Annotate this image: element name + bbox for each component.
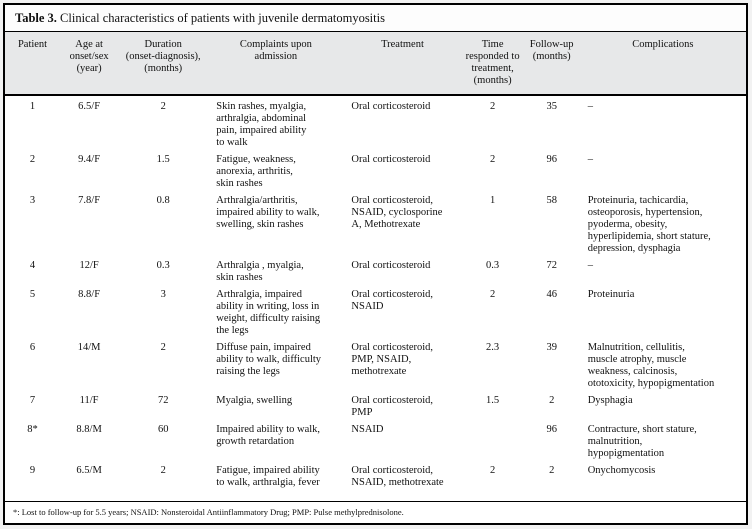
cell-patient: 4 <box>29 260 36 271</box>
table-title: Table 3. Clinical characteristics of pat… <box>5 5 746 32</box>
cell-complaints: Arthralgia , myalgia, skin rashes <box>216 260 304 283</box>
cell-duration: 1.5 <box>156 154 170 165</box>
cell-complications: Onychomycosis <box>587 465 656 476</box>
cell-patient: 9 <box>29 465 36 476</box>
cell-complaints: Arthralgia, impaired ability in writing,… <box>216 289 321 336</box>
cell-patient: 8* <box>27 424 38 435</box>
column-header-followup: Follow-up (months) <box>523 32 580 96</box>
column-header-treatment: Treatment <box>343 32 462 96</box>
table-row: 8* 8.8/M 60 Impaired ability to walk, growt… <box>5 422 746 463</box>
cell-age: 11/F <box>79 395 99 406</box>
cell-time <box>462 422 524 463</box>
cell-patient: 1 <box>29 101 36 112</box>
cell-complications: – <box>587 101 593 112</box>
cell-complications: Malnutrition, cellulitis, muscle atrophy… <box>587 342 715 389</box>
cell-followup: 2 <box>549 395 555 406</box>
column-header-time: Time responded to treatment, (months) <box>461 32 524 96</box>
cell-age: 9.4/F <box>78 154 101 165</box>
cell-duration: 0.8 <box>156 195 170 206</box>
cell-patient: 7 <box>29 395 36 406</box>
table-frame: Table 3. Clinical characteristics of pat… <box>3 3 748 525</box>
cell-followup: 2 <box>549 465 555 476</box>
cell-treatment: Oral corticosteroid, PMP, NSAID, methotr… <box>351 342 434 377</box>
cell-patient: 5 <box>29 289 36 300</box>
table-row: 7 11/F 72 Myalgia, swelling Oral corticoster… <box>5 393 746 422</box>
cell-age: 12/F <box>79 260 99 271</box>
table-row: 3 7.8/F 0.8 Arthralgia/arthritis, impaired … <box>5 193 746 258</box>
cell-complaints: Skin rashes, myalgia, arthralgia, abdomi… <box>216 101 307 148</box>
table-body-area: Patient Age at onset/sex (year) Duration (… <box>5 32 746 501</box>
cell-complications: – <box>587 260 593 271</box>
cell-treatment: Oral corticosteroid, NSAID <box>351 289 434 312</box>
cell-complaints: Diffuse pain, impaired ability to walk, … <box>216 342 322 377</box>
cell-time: 0.3 <box>486 260 500 271</box>
column-header-age: Age at onset/sex (year) <box>60 32 119 96</box>
column-header-complications: Complications <box>579 32 746 96</box>
cell-duration: 72 <box>157 395 169 406</box>
cell-treatment: Oral corticosteroid <box>351 154 431 165</box>
cell-followup: 72 <box>546 260 557 271</box>
cell-duration: 2 <box>160 465 166 476</box>
clinical-table: Patient Age at onset/sex (year) Duration (… <box>5 32 746 492</box>
cell-time: 2 <box>489 289 496 300</box>
cell-time: 2.3 <box>486 342 500 353</box>
cell-age: 8.8/M <box>76 424 102 435</box>
cell-duration: 2 <box>160 342 166 353</box>
column-header-complaints: Complaints upon admission <box>208 32 344 96</box>
column-header-duration: Duration (onset-diagnosis), (months) <box>118 32 209 96</box>
table-rows: 1 6.5/F 2 Skin rashes, myalgia, arthralgia,… <box>5 95 746 492</box>
table-number: Table 3. <box>15 11 57 25</box>
cell-complications: Proteinuria <box>587 289 635 300</box>
cell-time: 1.5 <box>486 395 500 406</box>
cell-treatment: Oral corticosteroid <box>351 260 431 271</box>
table-row: 6 14/M 2 Diffuse pain, impaired ability to … <box>5 340 746 393</box>
cell-time: 1 <box>489 195 496 206</box>
cell-patient: 6 <box>29 342 36 353</box>
cell-complaints: Arthralgia/arthritis, impaired ability t… <box>216 195 320 230</box>
table-row: 4 12/F 0.3 Arthralgia , myalgia, skin rashe… <box>5 258 746 287</box>
column-header-patient: Patient <box>5 32 61 96</box>
cell-complaints: Myalgia, swelling <box>216 395 293 406</box>
cell-duration: 0.3 <box>156 260 170 271</box>
cell-followup: 96 <box>546 154 557 165</box>
header-row: Patient Age at onset/sex (year) Duration (… <box>5 32 746 96</box>
cell-age: 6.5/F <box>78 101 101 112</box>
cell-complications: Dysphagia <box>587 395 633 406</box>
cell-time: 2 <box>489 101 496 112</box>
footnote: *: Lost to follow-up for 5.5 years; NSAI… <box>5 501 746 523</box>
cell-complications: – <box>587 154 593 165</box>
cell-followup: 96 <box>546 424 557 435</box>
table-caption-text: Clinical characteristics of patients wit… <box>60 11 385 25</box>
table-header: Patient Age at onset/sex (year) Duration (… <box>5 32 746 96</box>
table-row: 2 9.4/F 1.5 Fatigue, weakness, anorexia, ar… <box>5 152 746 193</box>
cell-duration: 3 <box>160 289 166 300</box>
cell-followup: 46 <box>546 289 557 300</box>
cell-duration: 60 <box>157 424 169 435</box>
cell-age: 6.5/M <box>76 465 102 476</box>
cell-complications: Proteinuria, tachicardia, osteoporosis, … <box>587 195 711 254</box>
cell-treatment: Oral corticosteroid, NSAID, cyclosporine… <box>351 195 443 230</box>
cell-complications: Contracture, short stature, malnutrition… <box>587 424 697 459</box>
cell-complaints: Impaired ability to walk, growth retarda… <box>216 424 321 447</box>
table-row: 5 8.8/F 3 Arthralgia, impaired ability in w… <box>5 287 746 340</box>
cell-treatment: NSAID <box>351 424 384 435</box>
cell-complaints: Fatigue, weakness, anorexia, arthritis, … <box>216 154 296 189</box>
cell-time: 2 <box>489 154 496 165</box>
cell-age: 14/M <box>77 342 101 353</box>
cell-treatment: Oral corticosteroid, PMP <box>351 395 434 418</box>
cell-followup: 58 <box>546 195 557 206</box>
cell-followup: 35 <box>546 101 557 112</box>
cell-patient: 2 <box>29 154 36 165</box>
cell-time: 2 <box>489 465 496 476</box>
cell-followup: 39 <box>546 342 557 353</box>
table-row: 9 6.5/M 2 Fatigue, impaired ability to walk… <box>5 463 746 492</box>
cell-treatment: Oral corticosteroid, NSAID, methotrexate <box>351 465 444 488</box>
cell-duration: 2 <box>160 101 166 112</box>
cell-patient: 3 <box>29 195 36 206</box>
cell-treatment: Oral corticosteroid <box>351 101 431 112</box>
cell-complaints: Fatigue, impaired ability to walk, arthr… <box>216 465 320 488</box>
table-row: 1 6.5/F 2 Skin rashes, myalgia, arthralgia,… <box>5 95 746 152</box>
cell-age: 8.8/F <box>78 289 101 300</box>
cell-age: 7.8/F <box>78 195 101 206</box>
